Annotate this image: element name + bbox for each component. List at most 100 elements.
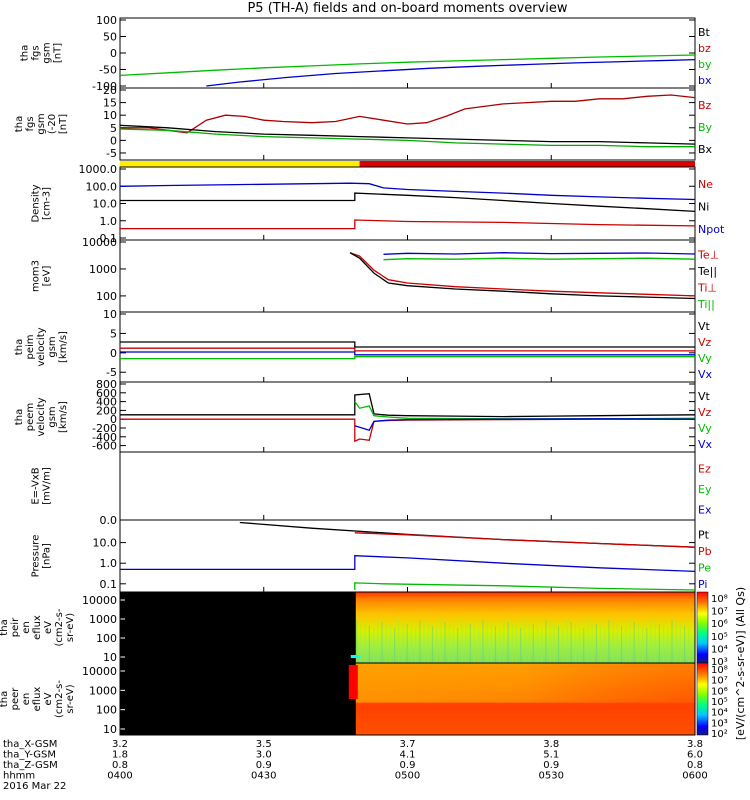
- colorbar-tick: 10²: [711, 729, 728, 740]
- ylabel-group: E=-VxB [mV/m]: [31, 467, 53, 505]
- legend-label: Pt: [698, 528, 710, 541]
- series-pb-line: [354, 532, 695, 548]
- series-bx-line: [120, 124, 695, 145]
- peer_spectrogram-panel: 10000 1000 100 10 tha peer en eflux eV (cm2-s-sr-…: [0, 587, 747, 740]
- colorbar-tick: 10⁸: [711, 665, 728, 676]
- series-vz-line: [120, 347, 695, 352]
- series-by-line: [120, 128, 695, 148]
- ylabel-line: peim: [25, 334, 36, 359]
- ylabel-line: [nT]: [58, 114, 69, 134]
- ylabel-line: eflux: [32, 615, 43, 640]
- colorbar-label: [eV/(cm^2-s-sr-eV)] (All Qs): [734, 587, 747, 740]
- ytick-label: 20: [103, 84, 117, 97]
- ylabel-line: gsm: [47, 336, 58, 357]
- peir_spectrogram-panel: 10000 1000 100 10 tha peir en eflux eV (cm2-s-sr-…: [0, 591, 728, 668]
- ylabel-line: (cm2-s-: [54, 680, 65, 718]
- ylabel-line: velocity: [36, 327, 47, 366]
- legend-label: Pe: [698, 561, 711, 574]
- xaxis-value: 1.8: [112, 750, 128, 761]
- spectrogram-overlay: [355, 663, 695, 703]
- panel-frame: [119, 239, 696, 313]
- temperature-panel: 10000 1000 100 mom3 [eV] Te⊥ Te|| Ti⊥ Ti||: [31, 236, 719, 313]
- legend-label: Ni: [698, 201, 709, 214]
- legend-label: By: [698, 121, 713, 134]
- ylabel-line: gsm: [36, 113, 47, 134]
- ytick-label: 0.0: [100, 514, 118, 527]
- ylabel-line: tha: [14, 116, 25, 132]
- ytick-label: -5: [106, 147, 117, 160]
- xaxis-value: 0430: [251, 771, 276, 782]
- legend-label: Pb: [698, 545, 712, 558]
- legend-label: Vz: [698, 336, 712, 349]
- colorbar: [696, 662, 709, 736]
- ytick-label: 0: [110, 134, 117, 147]
- xaxis-value: 0400: [107, 771, 132, 782]
- colorbar-tick: 10⁷: [711, 607, 728, 618]
- ytick-label: 0.1: [100, 578, 118, 591]
- legend-label: bx: [698, 74, 712, 87]
- colorbar-tick: 10⁴: [711, 708, 728, 719]
- ytick-label: 10: [103, 723, 117, 736]
- xaxis-value: 3.8: [687, 739, 703, 750]
- colorbar-tick: 10⁷: [711, 676, 728, 687]
- ytick-label: 5: [110, 327, 117, 340]
- legend-label: Vt: [698, 390, 711, 403]
- ylabel-line: [cm-3]: [42, 187, 53, 220]
- ylabel-group: tha peer en eflux eV (cm2-s-sr-eV): [0, 680, 76, 718]
- efield-panel: E=-VxB [mV/m] Ez Ey Ex: [31, 451, 712, 521]
- series-vz-line: [120, 418, 695, 443]
- ylabel-line: velocity: [36, 397, 47, 436]
- legend-label: Bx: [698, 143, 713, 156]
- mode-segment-0: [120, 161, 360, 167]
- colorbar-tick: 10³: [711, 718, 728, 729]
- panel-frame: [119, 381, 696, 453]
- ytick-label: 10.0: [93, 537, 118, 550]
- ylabel-line: tha: [20, 45, 31, 61]
- series-vt-line: [120, 341, 695, 348]
- xaxis-row-label: tha_X-GSM: [3, 739, 57, 750]
- ylabel-line: tha: [14, 409, 25, 425]
- xaxis-row-label: tha_Y-GSM: [3, 750, 56, 761]
- ytick-label: 1000: [89, 684, 117, 697]
- xaxis-value: 0600: [682, 771, 707, 782]
- ytick-label: 100: [96, 290, 117, 303]
- xaxis-value: 3.7: [400, 739, 416, 750]
- series-ni-line: [120, 192, 695, 213]
- panel-frame: [119, 451, 696, 521]
- ylabel-line: (-20: [47, 114, 58, 134]
- ylabel-line: [eV]: [42, 266, 53, 287]
- ytick-label: 100: [96, 704, 117, 717]
- series-vt-line: [120, 393, 695, 418]
- fgs_gsm-panel: 100 50 0 -50 -100 tha fgs gsm [nT] Bt bz by bx: [20, 14, 712, 93]
- ylabel-group: tha fgs gsm [nT]: [20, 42, 64, 63]
- ylabel-line: tha: [14, 339, 25, 355]
- legend-label: Vz: [698, 406, 712, 419]
- legend-label: Vy: [698, 422, 712, 435]
- ylabel-line: E=-VxB: [31, 467, 42, 504]
- ylabel-line: fgs: [31, 45, 42, 60]
- ylabel-line: Pressure: [31, 535, 42, 578]
- series-ti--line: [383, 257, 695, 261]
- ytick-label: 0.1: [100, 232, 118, 245]
- panel-frame: [119, 519, 696, 593]
- legend-label: Pi: [698, 578, 707, 591]
- ylabel-line: [km/s]: [58, 401, 69, 433]
- ytick-label: 1000: [89, 613, 117, 626]
- series-npot-line: [120, 182, 695, 201]
- panel-frame: [119, 662, 696, 736]
- series-vy-line: [120, 356, 695, 360]
- legend-label: by: [698, 58, 712, 71]
- pressure-panel: 10.0 1.0 0.1 0.0 Pressure [nPa] Pt Pb Pe Pi: [31, 514, 712, 593]
- ytick-label: -200: [92, 422, 117, 435]
- ylabel-line: en: [21, 621, 32, 634]
- series-pe-line: [354, 582, 695, 591]
- ylabel-group: Pressure [nPa]: [31, 535, 53, 578]
- ytick-label: 10000: [82, 665, 117, 678]
- ytick-label: 10000: [82, 236, 117, 249]
- colorbar-tick: 10³: [711, 657, 728, 668]
- legend-label: Ez: [698, 462, 711, 475]
- legend-label: Npot: [698, 223, 725, 236]
- ytick-label: 10: [103, 651, 117, 664]
- ylabel-line: sr-eV): [65, 684, 76, 713]
- series-vx-line: [120, 351, 695, 356]
